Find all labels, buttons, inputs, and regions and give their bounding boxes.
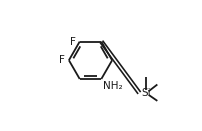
Text: F: F (59, 55, 65, 65)
Text: NH₂: NH₂ (103, 81, 122, 91)
Text: Si: Si (141, 88, 151, 98)
Text: F: F (69, 37, 75, 47)
